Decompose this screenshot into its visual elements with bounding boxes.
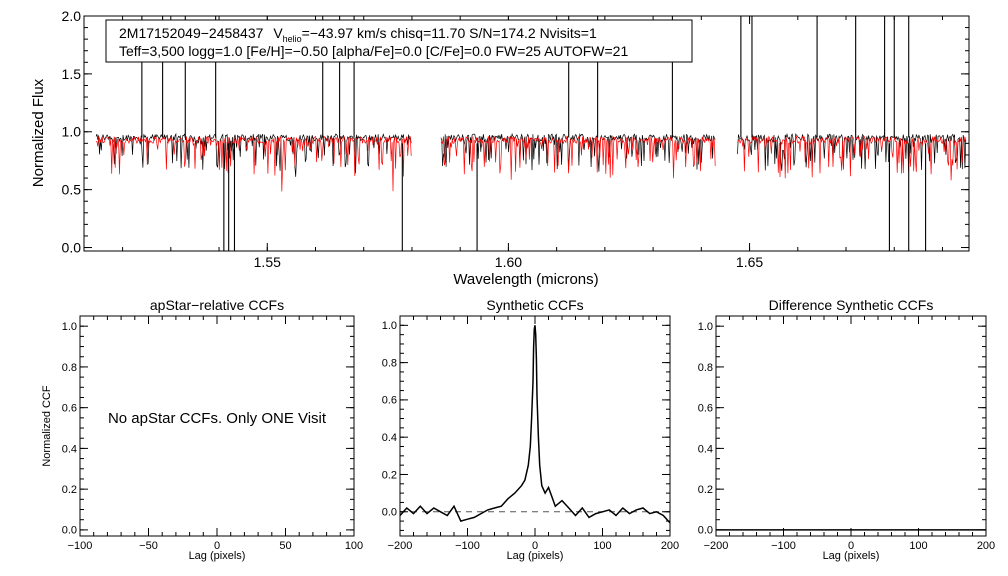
apstar-x-tick-label: 0	[214, 540, 220, 552]
synthetic-y-tick-label: 0.4	[382, 432, 397, 444]
synthetic-ticks: −200 −100 0 100 200 0.0 0.2 0.4 0.6 0.8 1.0	[382, 315, 679, 552]
difference-y-tick-label: 0.6	[698, 403, 713, 415]
synthetic-y-tick-label: 0.2	[382, 469, 397, 481]
spectrum-y-tick-label: 0.5	[62, 182, 82, 198]
synthetic-x-tick-label: −200	[388, 540, 413, 552]
model-spectrum-chip-3	[737, 135, 967, 181]
spectrum-frame	[83, 15, 970, 252]
difference-frame	[715, 315, 987, 537]
synthetic-x-tick-label: −100	[455, 540, 480, 552]
spectrum-y-tick-label: 1.5	[62, 66, 82, 82]
spectrum-ticks: 1.55 1.60 1.65 0.0 0.5 1.0 1.5 2.0	[62, 8, 969, 270]
apstar-annotation: No apStar CCFs. Only ONE Visit	[108, 410, 327, 427]
synthetic-y-tick-label: 0.8	[382, 357, 397, 369]
synthetic-xlabel: Lag (pixels)	[507, 550, 564, 562]
apstar-y-tick-label: 0.0	[62, 525, 77, 537]
info-box-line1: 2M17152049−2458437 Vhelio=−43.97 km/s ch…	[119, 25, 597, 44]
synthetic-title: Synthetic CCFs	[486, 297, 583, 313]
spectrum-y-tick-label: 0.0	[62, 239, 82, 255]
star-id: 2M17152049−2458437	[119, 25, 264, 41]
apstar-y-tick-label: 0.6	[62, 403, 77, 415]
synthetic-ccf-panel: −200 −100 0 100 200 0.0 0.2 0.4 0.6 0.8 1.0 Synthe…	[382, 297, 679, 562]
synthetic-marks	[399, 325, 671, 524]
spectrum-ylabel: Normalized Flux	[30, 78, 47, 187]
apstar-ylabel: Normalized CCF	[41, 385, 53, 467]
difference-xlabel: Lag (pixels)	[823, 550, 880, 562]
difference-x-tick-label: 200	[977, 540, 995, 552]
apstar-x-tick-label: 100	[345, 540, 363, 552]
apstar-x-tick-label: −100	[68, 540, 93, 552]
apstar-ticks: −100 −50 0 50 100 0.0 0.2 0.4 0.6 0.8 1.0	[62, 315, 363, 552]
observed-spectrum-chip-1	[95, 132, 412, 177]
info-box-frame	[105, 19, 693, 63]
apstar-y-tick-label: 0.2	[62, 484, 77, 496]
synthetic-frame	[399, 315, 671, 537]
synthetic-y-tick-label: 0.0	[382, 507, 397, 519]
difference-ccf-panel: −200 −100 0 100 200 0.0 0.2 0.4 0.6 0.8 1.0 Differ…	[698, 297, 995, 562]
apstar-y-tick-label: 0.4	[62, 443, 77, 455]
difference-x-tick-label: −100	[771, 540, 796, 552]
synthetic-x-tick-label: 200	[661, 540, 679, 552]
spectrum-info-box: 2M17152049−2458437 Vhelio=−43.97 km/s ch…	[105, 19, 693, 63]
difference-x-tick-label: 100	[909, 540, 927, 552]
difference-y-tick-label: 0.2	[698, 484, 713, 496]
apstar-x-tick-label: −50	[139, 540, 158, 552]
synthetic-x-tick-label: 0	[532, 540, 538, 552]
synthetic-ccf-line	[399, 325, 671, 524]
difference-x-tick-label: 0	[848, 540, 854, 552]
spectrum-x-tick-label: 1.60	[495, 254, 522, 270]
spectrum-xlabel: Wavelength (microns)	[453, 271, 598, 288]
synthetic-x-tick-label: 100	[593, 540, 611, 552]
difference-y-tick-label: 0.4	[698, 443, 713, 455]
difference-ticks: −200 −100 0 100 200 0.0 0.2 0.4 0.6 0.8 1.0	[698, 315, 995, 552]
spectrum-y-tick-label: 1.0	[62, 124, 82, 140]
model-spectrum-chip-2	[440, 135, 716, 180]
vhelio-subscript: helio	[283, 34, 302, 44]
spectrum-x-tick-label: 1.65	[736, 254, 763, 270]
apstar-title: apStar−relative CCFs	[150, 297, 284, 313]
vhelio-label: V	[273, 25, 283, 41]
spectrum-panel: 1.55 1.60 1.65 0.0 0.5 1.0 1.5 2.0 2M17152049−2…	[30, 8, 970, 288]
difference-title: Difference Synthetic CCFs	[769, 297, 934, 313]
apstar-y-tick-label: 0.8	[62, 362, 77, 374]
apstar-frame	[79, 315, 355, 537]
spectrum-y-tick-label: 2.0	[62, 8, 82, 24]
difference-y-tick-label: 0.0	[698, 525, 713, 537]
info-box-line2: Teff=3,500 logg=1.0 [Fe/H]=−0.50 [alpha/…	[119, 43, 628, 59]
synthetic-y-tick-label: 0.6	[382, 395, 397, 407]
apstar-xlabel: Lag (pixels)	[189, 550, 246, 562]
synthetic-y-tick-label: 1.0	[382, 320, 397, 332]
vhelio-value: =−43.97 km/s chisq=11.70 S/N=174.2 Nvisi…	[302, 25, 597, 41]
difference-x-tick-label: −200	[704, 540, 729, 552]
difference-y-tick-label: 0.8	[698, 362, 713, 374]
apstar-ccf-panel: −100 −50 0 50 100 0.0 0.2 0.4 0.6 0.8 1.0 apStar−r…	[41, 297, 363, 562]
observed-spectrum-chip-3	[737, 133, 967, 171]
apstar-y-tick-label: 1.0	[62, 321, 77, 333]
spectrum-x-tick-label: 1.55	[254, 254, 281, 270]
apstar-x-tick-label: 50	[279, 540, 291, 552]
model-spectrum-chip-1	[96, 135, 412, 192]
difference-y-tick-label: 1.0	[698, 321, 713, 333]
